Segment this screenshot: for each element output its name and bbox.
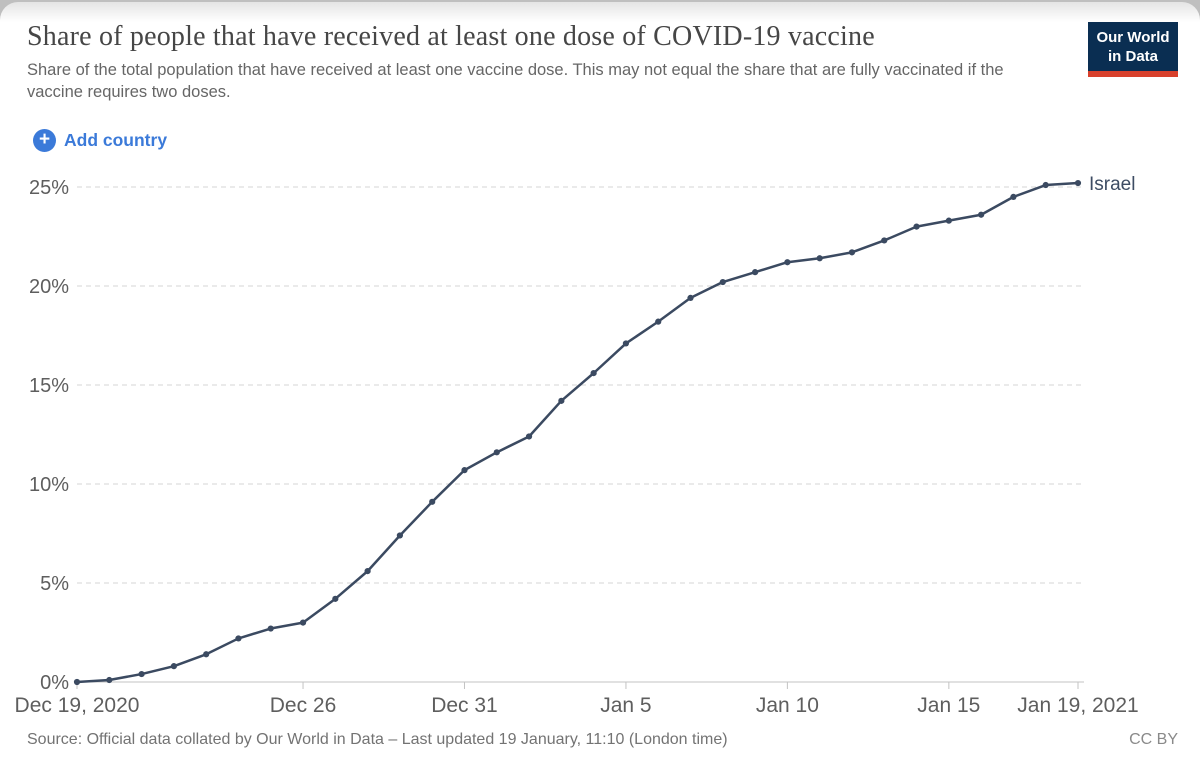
data-point[interactable] xyxy=(138,670,145,678)
data-point[interactable] xyxy=(945,217,952,224)
data-point[interactable] xyxy=(332,595,339,602)
y-axis-label: 25% xyxy=(29,177,69,199)
owid-logo-line2: in Data xyxy=(1107,48,1158,65)
data-point[interactable] xyxy=(558,397,565,404)
plus-circle-icon: + xyxy=(33,129,56,152)
y-axis-label: 5% xyxy=(40,573,69,595)
source-note: Source: Official data collated by Our Wo… xyxy=(27,731,728,748)
add-country-label: Add country xyxy=(64,130,168,150)
data-point[interactable] xyxy=(203,651,210,658)
data-point[interactable] xyxy=(1010,193,1017,200)
chart-canvas[interactable]: 0% 5% 10% 15% 20% 25% Dec 19, 2020 Dec 26 Dec 31… xyxy=(0,165,1200,725)
data-point[interactable] xyxy=(170,663,177,670)
data-point[interactable] xyxy=(396,532,404,539)
data-point[interactable] xyxy=(784,259,791,266)
data-point[interactable] xyxy=(267,625,274,632)
x-axis-label: Jan 15 xyxy=(917,694,980,717)
data-point[interactable] xyxy=(364,568,371,575)
data-point[interactable] xyxy=(299,619,307,626)
data-point[interactable] xyxy=(978,211,985,218)
y-axis-label: 20% xyxy=(29,276,69,298)
data-point[interactable] xyxy=(235,635,242,642)
data-point[interactable] xyxy=(461,467,468,474)
y-axis-label: 15% xyxy=(29,375,69,397)
data-point[interactable] xyxy=(73,678,81,686)
owid-logo-line1: Our World xyxy=(1096,29,1170,46)
series-line[interactable] xyxy=(76,181,1079,684)
owid-logo-redbar xyxy=(1088,71,1178,77)
data-point[interactable] xyxy=(655,318,662,325)
series-end-label: Israel xyxy=(1089,174,1135,195)
data-point[interactable] xyxy=(590,370,597,377)
data-point[interactable] xyxy=(106,676,113,684)
data-point[interactable] xyxy=(913,223,920,230)
data-point[interactable] xyxy=(719,278,726,286)
data-point[interactable] xyxy=(816,255,823,262)
data-point[interactable] xyxy=(751,269,759,276)
data-point[interactable] xyxy=(881,237,888,244)
y-axis-label: 0% xyxy=(40,672,69,694)
license-badge[interactable]: CC BY xyxy=(1129,731,1178,748)
x-axis-label: Dec 19, 2020 xyxy=(15,694,140,717)
x-axis-label: Jan 5 xyxy=(600,694,651,717)
x-axis-label: Jan 10 xyxy=(756,694,819,717)
data-point[interactable] xyxy=(848,249,856,256)
x-axis-label: Dec 31 xyxy=(431,694,498,717)
x-axis-label: Dec 26 xyxy=(270,694,337,717)
x-axis-label: Jan 19, 2021 xyxy=(1017,694,1138,717)
data-point[interactable] xyxy=(493,449,500,456)
page-subtitle: Share of the total population that have … xyxy=(27,61,1004,101)
add-country-button[interactable]: + Add country xyxy=(33,129,167,152)
owid-logo[interactable]: Our World in Data xyxy=(1088,22,1178,77)
data-point[interactable] xyxy=(429,498,436,505)
data-point[interactable] xyxy=(1042,181,1049,189)
owid-logo-text: Our World in Data xyxy=(1088,22,1178,71)
data-point[interactable] xyxy=(525,433,533,440)
page-title: Share of people that have received at le… xyxy=(27,21,875,52)
data-point[interactable] xyxy=(622,340,630,347)
data-point[interactable] xyxy=(687,294,694,301)
y-axis-label: 10% xyxy=(29,474,69,496)
data-point[interactable] xyxy=(1074,179,1082,187)
